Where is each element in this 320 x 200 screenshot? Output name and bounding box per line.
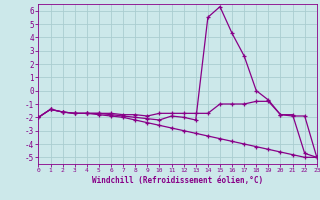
- X-axis label: Windchill (Refroidissement éolien,°C): Windchill (Refroidissement éolien,°C): [92, 176, 263, 185]
